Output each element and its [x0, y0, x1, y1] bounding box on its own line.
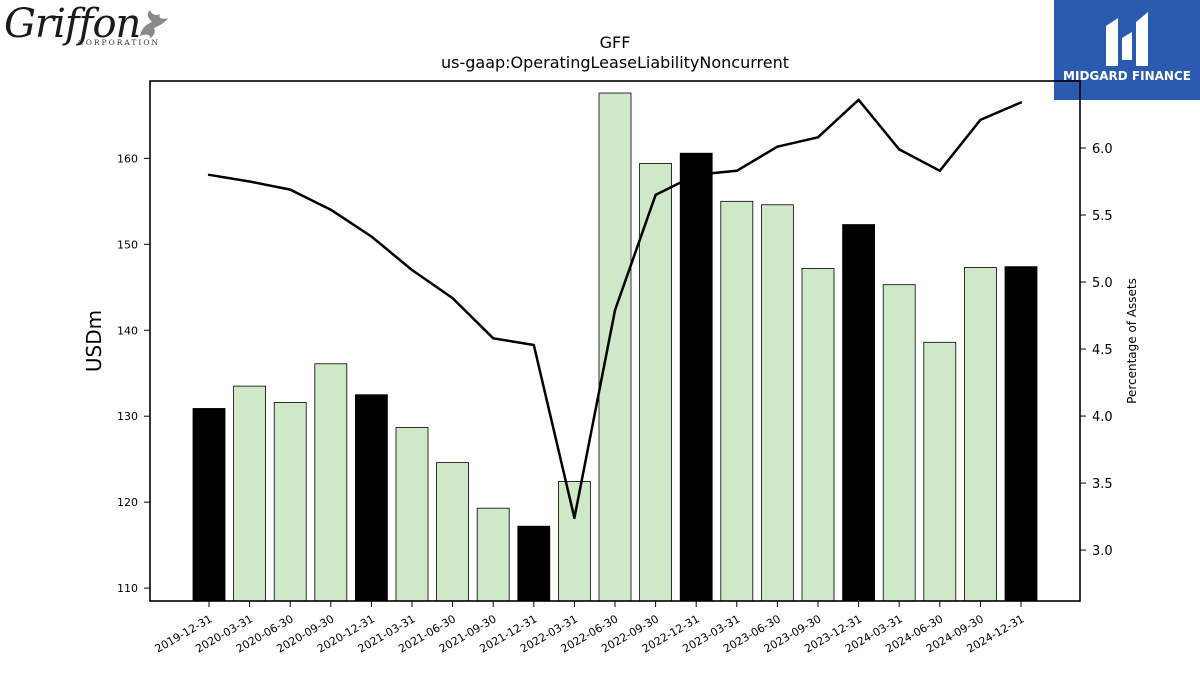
bar-2021-12-31 [517, 525, 551, 602]
y2-tick-label: 4.5 [1092, 343, 1113, 358]
bar-2022-03-31 [558, 481, 591, 602]
y2-tick-label: 3.0 [1092, 544, 1113, 559]
bar-2024-06-30 [923, 341, 957, 602]
bar-2023-12-31 [842, 224, 875, 602]
bar-2023-09-30 [801, 267, 835, 602]
y-axis-label: USDm [82, 310, 106, 372]
y2-tick-label: 5.5 [1092, 209, 1113, 224]
y2-tick-label: 5.0 [1092, 276, 1113, 291]
chart-title: GFF [600, 33, 631, 52]
y-tick-label: 160 [117, 152, 138, 165]
y-tick-label: 130 [117, 410, 138, 423]
line-point-2023-03-31 [735, 169, 738, 172]
line-point-2022-09-30 [654, 193, 657, 197]
line-point-2021-03-31 [410, 268, 414, 272]
bar-2021-09-30 [476, 507, 510, 602]
line-point-2019-12-31 [207, 173, 211, 177]
bar-2022-12-31 [679, 152, 713, 602]
y2-tick-label: 6.0 [1092, 142, 1113, 157]
line-point-2020-12-31 [370, 235, 373, 238]
line-point-2021-06-30 [451, 296, 454, 300]
bar-2020-09-30 [314, 363, 348, 602]
bar-2023-06-30 [761, 204, 794, 602]
line-point-2020-09-30 [329, 208, 332, 211]
griffon-logo-wordmark: Griffon [4, 1, 141, 47]
bar-2024-09-30 [964, 267, 997, 602]
griffon-logo: Griffon CORPORATION [4, 2, 174, 50]
bar-2019-12-31 [192, 408, 226, 602]
bar-2023-03-31 [720, 200, 754, 602]
line-point-2023-09-30 [816, 136, 820, 139]
midgard-finance-brand-text: MIDGARD FINANCE [1063, 69, 1191, 83]
bar-2021-06-30 [436, 462, 470, 602]
bar-2024-12-31 [1004, 266, 1038, 602]
y2-axis-label: Percentage of Assets [1125, 278, 1139, 404]
line-point-2021-09-30 [492, 337, 495, 340]
griffon-logo-subtitle: CORPORATION [78, 38, 161, 47]
bar-2024-03-31 [882, 284, 916, 602]
bar-2022-09-30 [639, 163, 672, 602]
line-point-2020-03-31 [248, 180, 251, 183]
bar-2020-06-30 [273, 402, 307, 602]
line-group [207, 98, 1023, 520]
line-point-2023-06-30 [776, 145, 779, 148]
chart-subtitle: us-gaap:OperatingLeaseLiabilityNoncurren… [441, 53, 789, 72]
line-point-2021-12-31 [532, 343, 535, 347]
line-point-2024-12-31 [1019, 101, 1023, 104]
line-point-2024-06-30 [938, 169, 941, 172]
line-point-2020-06-30 [289, 188, 292, 191]
bar-group [192, 92, 1038, 602]
bar-2020-12-31 [354, 394, 388, 602]
line-point-2024-09-30 [979, 118, 982, 122]
line-point-2024-03-31 [898, 148, 901, 151]
bar-2022-06-30 [598, 92, 632, 602]
bar-2020-03-31 [233, 385, 267, 602]
y-tick-label: 110 [117, 582, 138, 595]
line-point-2022-06-30 [613, 308, 617, 312]
midgard-mark-icon [1106, 12, 1148, 66]
line-point-2022-12-31 [695, 173, 698, 177]
y2-tick-label: 4.0 [1092, 410, 1113, 425]
line-point-2022-03-31 [573, 516, 576, 520]
midgard-finance-logo: MIDGARD FINANCE [1054, 0, 1200, 100]
line-point-2023-12-31 [857, 98, 860, 101]
y-tick-label: 140 [117, 324, 138, 337]
y-tick-label: 150 [117, 238, 138, 251]
y-tick-label: 120 [117, 496, 138, 509]
bar-2021-03-31 [395, 426, 429, 602]
griffin-icon [140, 10, 168, 38]
y2-tick-label: 3.5 [1092, 477, 1113, 492]
